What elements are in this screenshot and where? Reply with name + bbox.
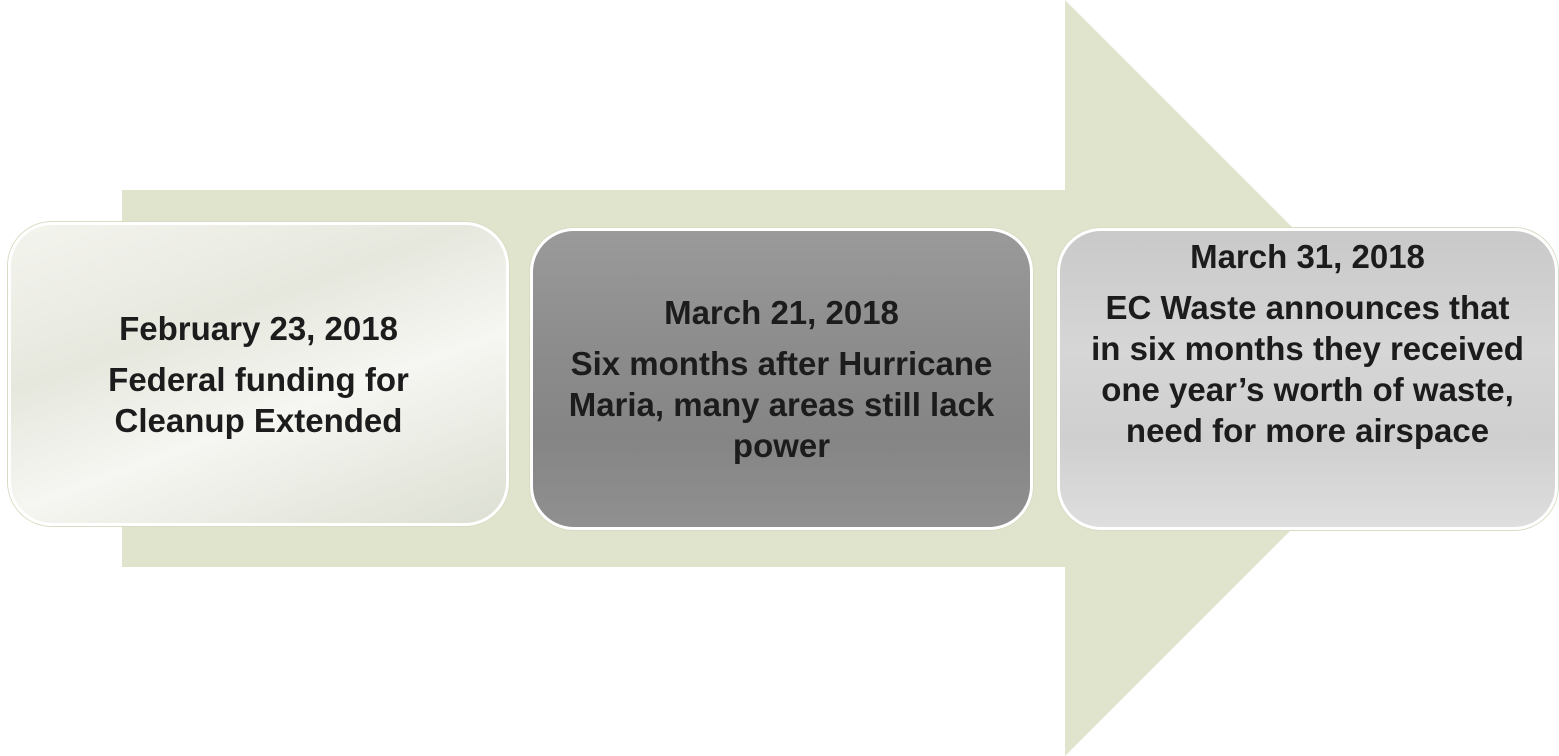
event-card: February 23, 2018 Federal funding for Cl…: [8, 222, 509, 526]
event-card: March 21, 2018 Six months after Hurrican…: [530, 228, 1033, 530]
event-text: Federal funding for Cleanup Extended: [94, 359, 424, 441]
event-date: March 31, 2018: [1190, 236, 1425, 277]
event-text: Six months after Hurricane Maria, many a…: [562, 343, 1002, 466]
event-card: March 31, 2018 EC Waste announces that i…: [1057, 228, 1558, 530]
page: February 23, 2018 Federal funding for Cl…: [0, 0, 1559, 756]
event-date: March 21, 2018: [664, 292, 899, 333]
event-text: EC Waste announces that in six months th…: [1088, 287, 1528, 451]
event-date: February 23, 2018: [119, 308, 398, 349]
